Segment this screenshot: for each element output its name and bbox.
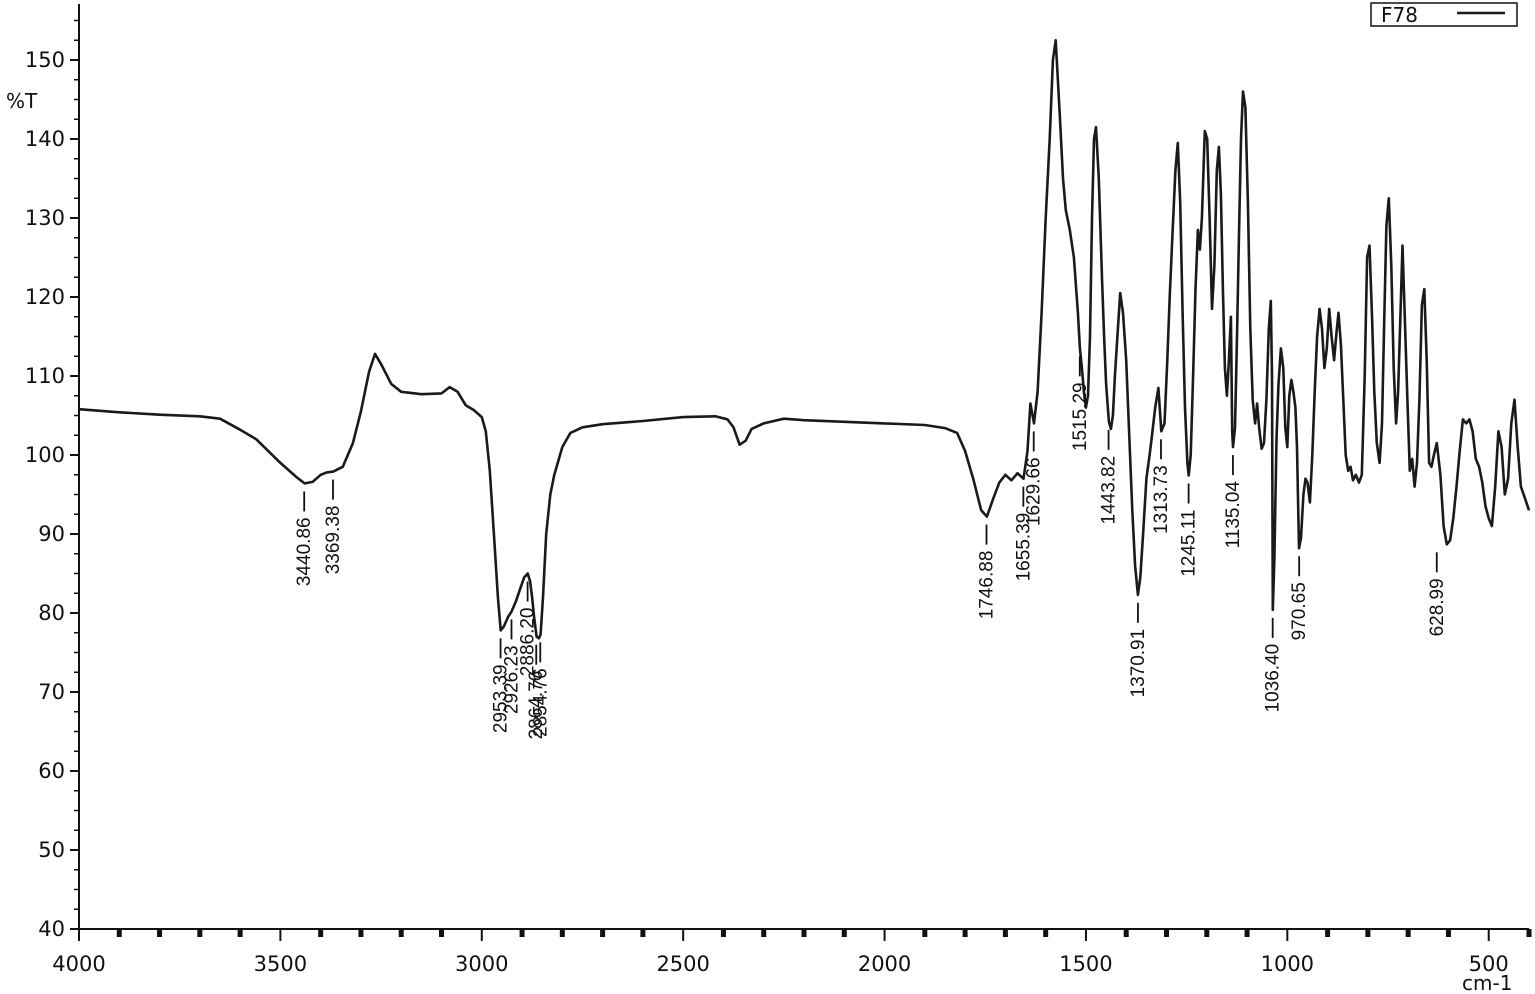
peak-label: 1135.04 (1223, 481, 1244, 549)
y-tick-label: 120 (25, 285, 65, 309)
y-tick-label: 110 (25, 364, 65, 388)
x-tick-label: 4000 (52, 952, 105, 976)
x-tick-label: 1000 (1261, 952, 1314, 976)
x-tick-label: 2500 (656, 952, 709, 976)
peak-label: 1515.29 (1070, 382, 1091, 451)
peak-label: 2886.20 (518, 608, 539, 677)
peak-label: 1313.73 (1151, 465, 1172, 534)
y-tick-label: 70 (38, 680, 65, 704)
y-axis-title: %T (6, 89, 38, 113)
peak-label: 1746.88 (977, 551, 998, 620)
peak-label: 970.65 (1289, 582, 1310, 640)
y-tick-label: 100 (25, 443, 65, 467)
x-tick-label: 3500 (254, 952, 307, 976)
y-axis: 40 50 60 70 80 90 100 110 120 130 140 150 (25, 19, 79, 941)
peak-label: 3369.38 (323, 506, 344, 575)
peak-label: 2953.39 (491, 664, 512, 733)
legend-box (1370, 2, 1518, 27)
x-axis: 4000 3500 3000 2500 2000 1500 1000 500 (52, 929, 1532, 976)
peak-label: 2854.76 (530, 668, 551, 737)
peak-label: 1629.66 (1024, 457, 1045, 526)
y-tick-label: 60 (38, 759, 65, 783)
y-tick-label: 50 (38, 838, 65, 862)
peak-label: 3440.86 (294, 517, 315, 586)
peak-label: 628.99 (1427, 578, 1448, 636)
x-tick-label: 1500 (1059, 952, 1112, 976)
y-tick-label: 80 (38, 601, 65, 625)
x-tick-label: 500 (1469, 952, 1509, 976)
series-layer (78, 39, 1531, 640)
y-tick-label: 140 (25, 127, 65, 151)
peak-label: 1655.39 (1013, 513, 1034, 582)
x-tick-label: 2000 (858, 952, 911, 976)
y-tick-label: 130 (25, 206, 65, 230)
legend: F78 (1370, 2, 1518, 27)
series-line-F78 (78, 39, 1531, 640)
y-tick-label: 40 (38, 917, 65, 941)
peak-label: 1443.82 (1099, 456, 1120, 525)
legend-label: F78 (1381, 3, 1418, 27)
peak-annotations: 3440.86 3369.38 2953.392926.232886.202864.… (294, 356, 1448, 739)
y-tick-label: 90 (38, 522, 65, 546)
peak-label: 1036.40 (1263, 644, 1284, 713)
x-axis-title: cm-1 (1462, 971, 1512, 994)
x-tick-label: 3000 (455, 952, 508, 976)
y-tick-label: 150 (25, 48, 65, 72)
peak-label: 1370.91 (1128, 629, 1149, 698)
peak-label: 1245.11 (1179, 510, 1200, 577)
peak-label: 2926.23 (502, 645, 523, 714)
peak-label: 2864.76 (526, 671, 547, 740)
